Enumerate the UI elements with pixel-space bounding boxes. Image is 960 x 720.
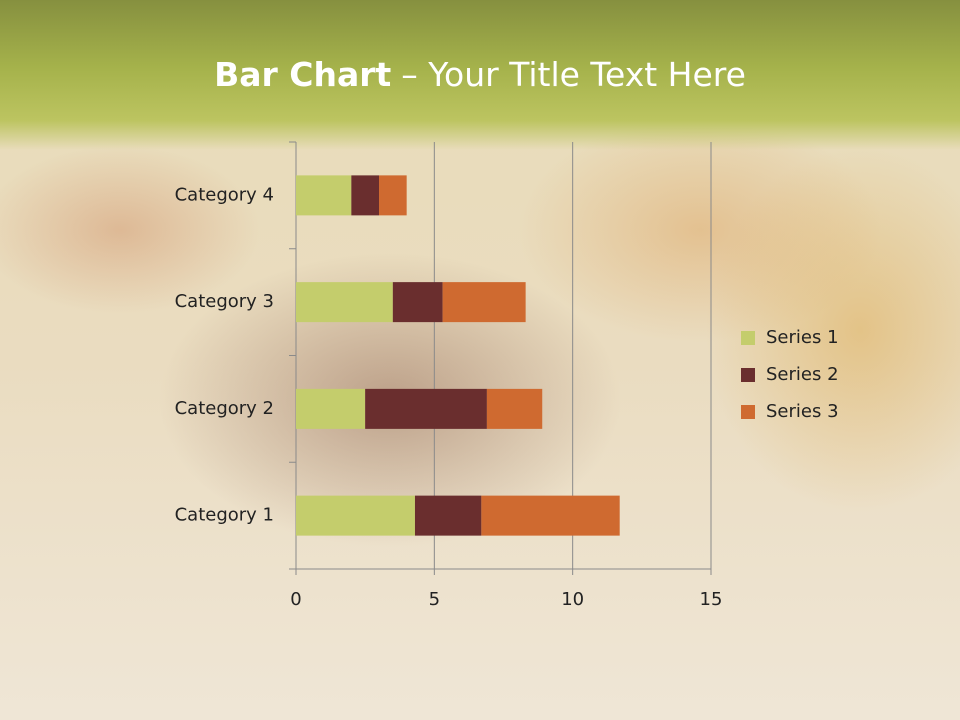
bar-segment	[442, 282, 526, 323]
y-tick-label: Category 4	[175, 184, 274, 205]
header-band	[0, 0, 960, 150]
bar-segment	[379, 175, 407, 216]
x-tick-label: 0	[290, 589, 301, 610]
bar-segment	[296, 388, 366, 429]
legend-swatch	[741, 368, 755, 382]
y-tick-label: Category 1	[175, 505, 274, 526]
legend-swatch	[741, 405, 755, 419]
bar-segment	[296, 495, 415, 536]
y-tick-label: Category 2	[175, 398, 274, 419]
bar-segment	[481, 495, 620, 536]
bar-segment	[296, 282, 393, 323]
x-tick-label: 10	[561, 589, 584, 610]
bar-segment	[414, 495, 482, 536]
title-suffix: – Your Title Text Here	[401, 55, 746, 94]
x-tick-label: 15	[700, 589, 723, 610]
chart-title: Bar Chart – Your Title Text Here	[214, 55, 746, 94]
bar-segment	[351, 175, 379, 216]
bar-segment	[392, 282, 443, 323]
legend-label: Series 2	[766, 364, 839, 385]
y-tick-label: Category 3	[175, 291, 274, 312]
bar-segment	[296, 175, 352, 216]
title-main: Bar Chart	[214, 55, 391, 94]
legend-label: Series 3	[766, 401, 839, 422]
x-tick-label: 5	[429, 589, 440, 610]
bar-segment	[365, 388, 487, 429]
legend-label: Series 1	[766, 327, 839, 348]
bar-segment	[486, 388, 543, 429]
legend-swatch	[741, 331, 755, 345]
